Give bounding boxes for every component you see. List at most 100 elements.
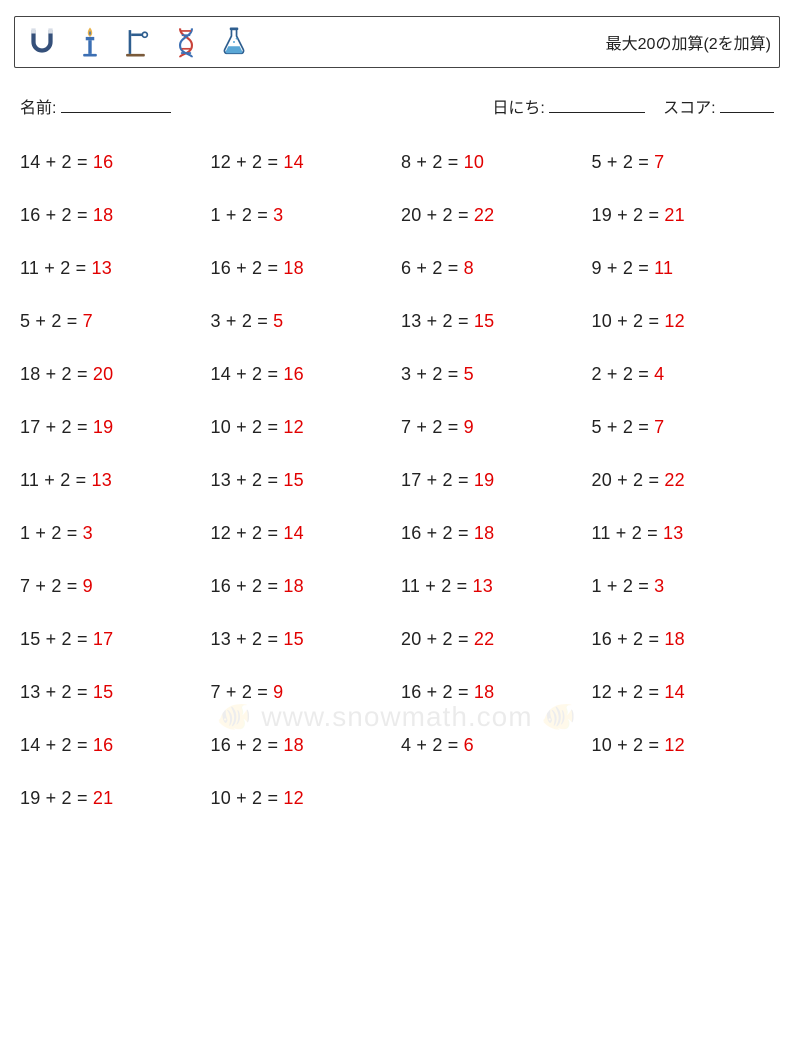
problem-expression: 19 + 2 = (592, 205, 665, 225)
problem-cell: 20 + 2 = 22 (401, 205, 584, 226)
problem-answer: 14 (283, 152, 303, 172)
problem-answer: 7 (83, 311, 93, 331)
problem-expression: 16 + 2 = (401, 682, 474, 702)
problem-expression: 13 + 2 = (20, 682, 93, 702)
problem-cell: 8 + 2 = 10 (401, 152, 584, 173)
date-blank (549, 95, 645, 113)
problem-expression: 4 + 2 = (401, 735, 464, 755)
problem-cell: 9 + 2 = 11 (592, 258, 775, 279)
problem-expression: 11 + 2 = (20, 470, 92, 490)
problem-answer: 5 (464, 364, 474, 384)
problem-cell: 16 + 2 = 18 (211, 576, 394, 597)
problem-expression: 1 + 2 = (211, 205, 274, 225)
problem-answer: 22 (474, 629, 494, 649)
problem-answer: 9 (464, 417, 474, 437)
name-field: 名前: (20, 94, 171, 118)
problem-answer: 17 (93, 629, 113, 649)
problem-cell: 4 + 2 = 6 (401, 735, 584, 756)
problem-answer: 21 (664, 205, 684, 225)
problem-answer: 21 (93, 788, 113, 808)
header-icons (23, 25, 251, 59)
problem-answer: 20 (93, 364, 113, 384)
problem-cell: 3 + 2 = 5 (211, 311, 394, 332)
problem-answer: 15 (93, 682, 113, 702)
problem-expression: 13 + 2 = (211, 470, 284, 490)
problem-expression: 13 + 2 = (401, 311, 474, 331)
problem-answer: 7 (654, 417, 664, 437)
problem-answer: 9 (83, 576, 93, 596)
problem-expression: 7 + 2 = (20, 576, 83, 596)
problem-answer: 16 (283, 364, 303, 384)
problem-cell: 15 + 2 = 17 (20, 629, 203, 650)
problem-cell: 16 + 2 = 18 (211, 258, 394, 279)
problem-answer: 14 (664, 682, 684, 702)
problem-expression: 16 + 2 = (211, 735, 284, 755)
problem-expression: 7 + 2 = (211, 682, 274, 702)
score-label: スコア: (663, 100, 715, 117)
problem-answer: 18 (283, 576, 303, 596)
problem-cell: 7 + 2 = 9 (401, 417, 584, 438)
problem-cell: 17 + 2 = 19 (401, 470, 584, 491)
problem-expression: 10 + 2 = (211, 417, 284, 437)
problem-cell: 14 + 2 = 16 (20, 152, 203, 173)
retort-stand-icon (121, 25, 155, 59)
problem-cell: 7 + 2 = 9 (211, 682, 394, 703)
problem-expression: 20 + 2 = (592, 470, 665, 490)
problem-expression: 12 + 2 = (592, 682, 665, 702)
problem-cell: 11 + 2 = 13 (401, 576, 584, 597)
problem-cell: 16 + 2 = 18 (20, 205, 203, 226)
problem-cell: 19 + 2 = 21 (20, 788, 203, 809)
problem-answer: 15 (283, 470, 303, 490)
problem-expression: 13 + 2 = (211, 629, 284, 649)
problem-cell: 1 + 2 = 3 (592, 576, 775, 597)
problem-answer: 8 (464, 258, 474, 278)
problem-expression: 16 + 2 = (20, 205, 93, 225)
problem-expression: 10 + 2 = (211, 788, 284, 808)
problem-answer: 18 (283, 735, 303, 755)
problem-expression: 7 + 2 = (401, 417, 464, 437)
problem-answer: 18 (474, 523, 494, 543)
problem-grid: 14 + 2 = 1612 + 2 = 148 + 2 = 105 + 2 = … (20, 152, 774, 809)
problem-cell: 14 + 2 = 16 (211, 364, 394, 385)
problem-cell: 16 + 2 = 18 (592, 629, 775, 650)
problem-answer: 9 (273, 682, 283, 702)
problem-expression: 20 + 2 = (401, 629, 474, 649)
problem-cell: 7 + 2 = 9 (20, 576, 203, 597)
problem-expression: 11 + 2 = (592, 523, 664, 543)
problem-answer: 18 (474, 682, 494, 702)
problem-cell: 13 + 2 = 15 (401, 311, 584, 332)
problem-answer: 13 (92, 470, 112, 490)
name-blank (61, 95, 171, 113)
date-score-field: 日にち: スコア: (492, 94, 774, 118)
score-blank (720, 95, 774, 113)
problem-answer: 18 (93, 205, 113, 225)
worksheet-title: 最大20の加算(2を加算) (606, 30, 771, 54)
problem-answer: 13 (663, 523, 683, 543)
problem-answer: 15 (283, 629, 303, 649)
problem-answer: 14 (283, 523, 303, 543)
problem-cell: 1 + 2 = 3 (20, 523, 203, 544)
problem-expression: 9 + 2 = (592, 258, 655, 278)
problem-expression: 10 + 2 = (592, 311, 665, 331)
problem-expression: 16 + 2 = (211, 576, 284, 596)
problem-answer: 6 (464, 735, 474, 755)
problem-cell: 11 + 2 = 13 (20, 258, 203, 279)
problem-expression: 5 + 2 = (592, 417, 655, 437)
problem-cell: 10 + 2 = 12 (211, 417, 394, 438)
problem-expression: 3 + 2 = (211, 311, 274, 331)
problem-answer: 11 (654, 258, 673, 278)
problem-answer: 12 (283, 417, 303, 437)
problem-cell: 16 + 2 = 18 (401, 682, 584, 703)
problem-cell: 6 + 2 = 8 (401, 258, 584, 279)
problem-answer: 18 (664, 629, 684, 649)
problem-cell: 14 + 2 = 16 (20, 735, 203, 756)
problem-expression: 3 + 2 = (401, 364, 464, 384)
problem-expression: 14 + 2 = (20, 735, 93, 755)
problem-expression: 16 + 2 = (401, 523, 474, 543)
problem-answer: 13 (92, 258, 112, 278)
problem-answer: 12 (664, 311, 684, 331)
problem-answer: 7 (654, 152, 664, 172)
problem-cell: 17 + 2 = 19 (20, 417, 203, 438)
problem-answer: 5 (273, 311, 283, 331)
date-label: 日にち: (492, 100, 544, 117)
